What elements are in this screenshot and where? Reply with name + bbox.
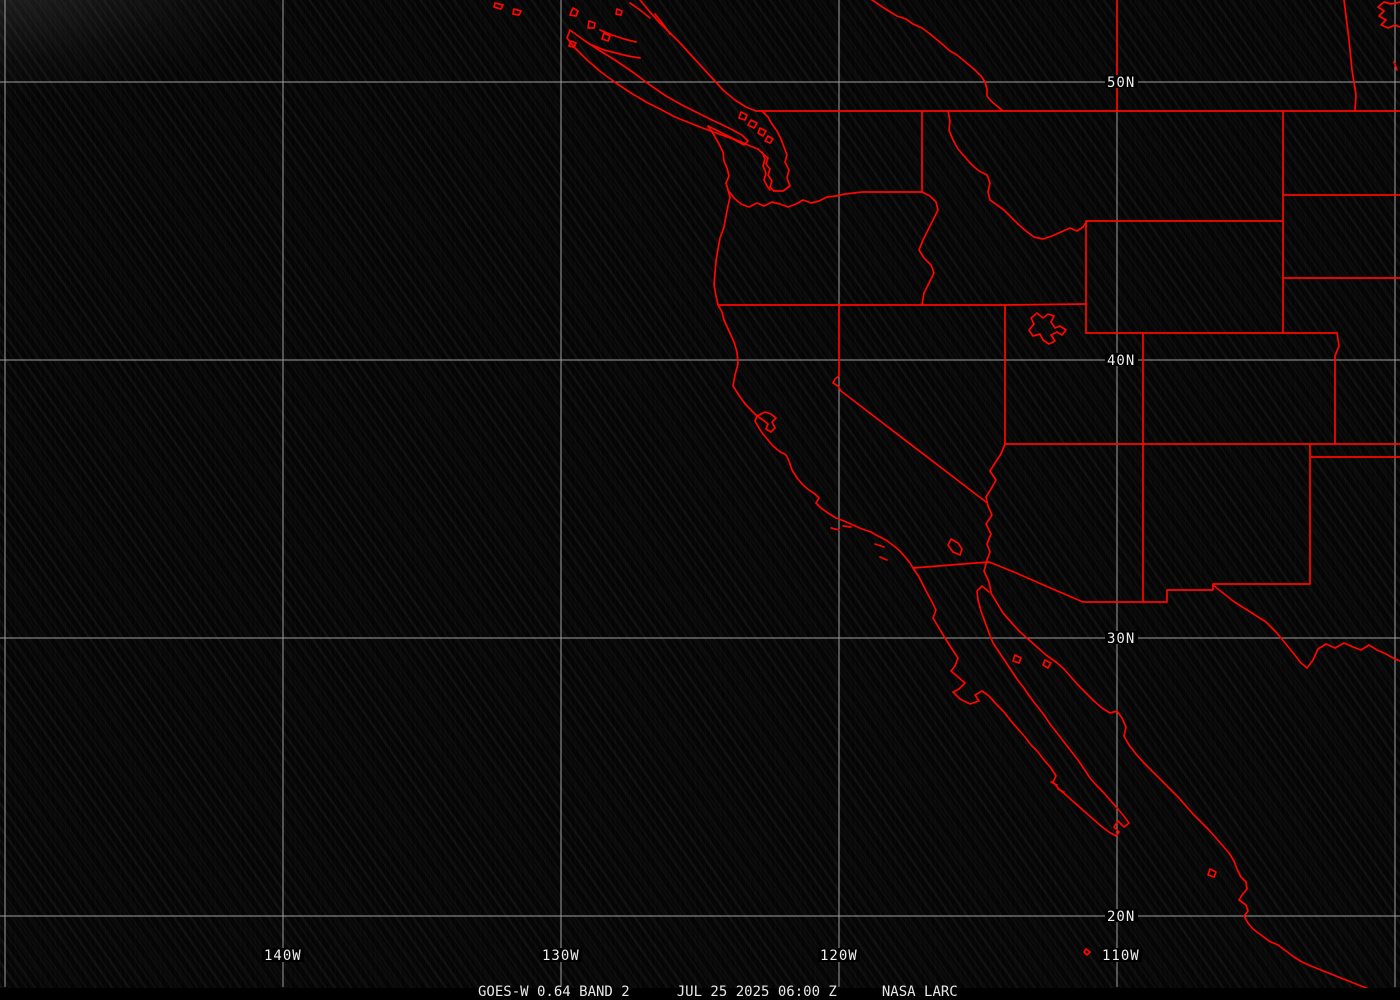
label-backing bbox=[1100, 948, 1142, 962]
oregon-idaho-border-snake-river bbox=[918, 191, 939, 306]
caption-instrument: GOES-W 0.64 BAND 2 bbox=[478, 984, 630, 1000]
lon-label-110w: 110W bbox=[1102, 948, 1140, 964]
grid-labels: 50N 40N 30N 20N 140W 130W 120W 110W bbox=[262, 75, 1142, 964]
colorado-east-border bbox=[1334, 332, 1340, 445]
caption-timestamp: JUL 25 2025 06:00 Z bbox=[676, 984, 837, 1000]
puget-sound-inlet bbox=[757, 148, 775, 192]
political-borders-layer bbox=[717, 0, 1400, 669]
lon-label-130w: 130W bbox=[542, 948, 580, 964]
california-coastline bbox=[717, 304, 914, 569]
caption-credit: NASA LARC bbox=[881, 984, 958, 1000]
border-42n-oregon-idaho-south bbox=[717, 303, 1087, 306]
strait-juan-de-fuca-south-shore bbox=[707, 125, 759, 150]
hood-canal-inlet bbox=[761, 151, 771, 191]
manitoba-lake-outline bbox=[1377, 1, 1400, 29]
canada-lake-fragment bbox=[1393, 61, 1398, 71]
lat-label-20n: 20N bbox=[1107, 909, 1135, 925]
rio-grande-texas-mexico-border bbox=[1212, 584, 1400, 669]
lat-label-40n: 40N bbox=[1107, 353, 1135, 369]
channel-islands bbox=[830, 525, 888, 561]
label-backing bbox=[1105, 353, 1138, 366]
lat-label-30n: 30N bbox=[1107, 631, 1135, 647]
arizona-newmexico-mexico-border bbox=[988, 561, 1311, 603]
vancouver-island-coastline bbox=[566, 29, 749, 146]
san-juan-gulf-islands bbox=[738, 111, 774, 144]
lat-label-50n: 50N bbox=[1107, 75, 1135, 91]
idaho-montana-border bbox=[947, 110, 1088, 240]
caption-bar: GOES-W 0.64 BAND 2 JUL 25 2025 06:00 Z NAS… bbox=[0, 985, 1400, 1000]
label-backing bbox=[540, 948, 582, 962]
label-backing bbox=[818, 948, 860, 962]
mexico-offshore-islands bbox=[1083, 868, 1217, 956]
california-mexico-border bbox=[912, 561, 990, 569]
washington-coastline bbox=[707, 125, 730, 191]
sonora-sinaloa-coastline bbox=[990, 592, 1370, 990]
california-nevada-border bbox=[832, 304, 987, 503]
lon-label-120w: 120W bbox=[820, 948, 858, 964]
label-backing bbox=[1105, 75, 1138, 88]
san-francisco-bay-outline bbox=[756, 411, 777, 433]
oregon-coastline bbox=[713, 189, 731, 306]
label-backing bbox=[1105, 631, 1138, 644]
label-backing bbox=[1105, 909, 1138, 922]
great-salt-lake-outline bbox=[1028, 312, 1067, 345]
bc-fjord-inlets bbox=[591, 2, 671, 59]
baja-california-coastline bbox=[912, 567, 1130, 837]
puget-sound-east-shore bbox=[761, 110, 791, 192]
lon-label-140w: 140W bbox=[264, 948, 302, 964]
coastlines-layer bbox=[493, 0, 1370, 990]
bc-mainland-coastline bbox=[639, 0, 763, 112]
gulf-of-california-islands bbox=[1012, 654, 1065, 793]
saskatchewan-manitoba-border bbox=[1343, 0, 1357, 112]
salton-sea-outline bbox=[947, 538, 963, 556]
label-backing bbox=[262, 948, 304, 962]
colorado-river-border bbox=[983, 443, 1006, 593]
bc-alberta-border bbox=[871, 0, 1004, 112]
caption-text: GOES-W 0.64 BAND 2 JUL 25 2025 06:00 Z NAS… bbox=[478, 985, 958, 999]
washington-oregon-border-columbia-river bbox=[727, 189, 923, 208]
bc-archipelago-islands bbox=[493, 2, 623, 48]
